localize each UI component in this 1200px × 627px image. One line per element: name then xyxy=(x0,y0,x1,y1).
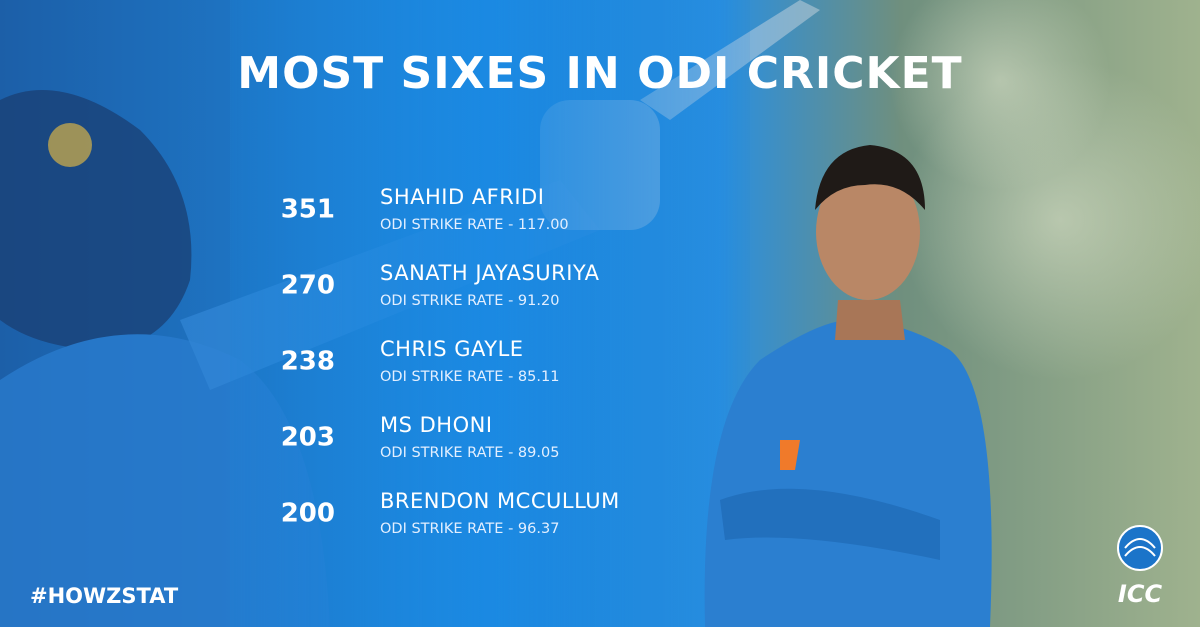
logo: ICC xyxy=(1117,525,1163,608)
player-image xyxy=(704,145,992,627)
strike-rate: ODI STRIKE RATE - 91.20 xyxy=(380,293,559,309)
ranking-list: 351 SHAHID AFRIDI ODI STRIKE RATE - 117.00… xyxy=(281,185,620,537)
sixes-count: 200 xyxy=(281,499,335,529)
strike-rate: ODI STRIKE RATE - 89.05 xyxy=(380,445,559,461)
player-name: SANATH JAYASURIYA xyxy=(380,261,600,285)
player-name: SHAHID AFRIDI xyxy=(380,185,544,209)
strike-rate: ODI STRIKE RATE - 117.00 xyxy=(380,217,569,233)
strike-rate: ODI STRIKE RATE - 85.11 xyxy=(380,369,559,385)
hashtag: #HOWZSTAT xyxy=(30,584,179,608)
player-name: MS DHONI xyxy=(380,413,493,437)
sixes-count: 270 xyxy=(281,271,335,301)
title: MOST SIXES IN ODI CRICKET xyxy=(237,48,962,99)
player-name: CHRIS GAYLE xyxy=(380,337,524,361)
list-panel xyxy=(230,0,750,627)
strike-rate: ODI STRIKE RATE - 96.37 xyxy=(380,521,559,537)
background-blur xyxy=(890,0,1110,190)
player-name: BRENDON MCCULLUM xyxy=(380,489,620,513)
sixes-count: 351 xyxy=(281,195,335,225)
sixes-count: 203 xyxy=(281,423,335,453)
sixes-count: 238 xyxy=(281,347,335,377)
logo-text: ICC xyxy=(1118,580,1163,608)
